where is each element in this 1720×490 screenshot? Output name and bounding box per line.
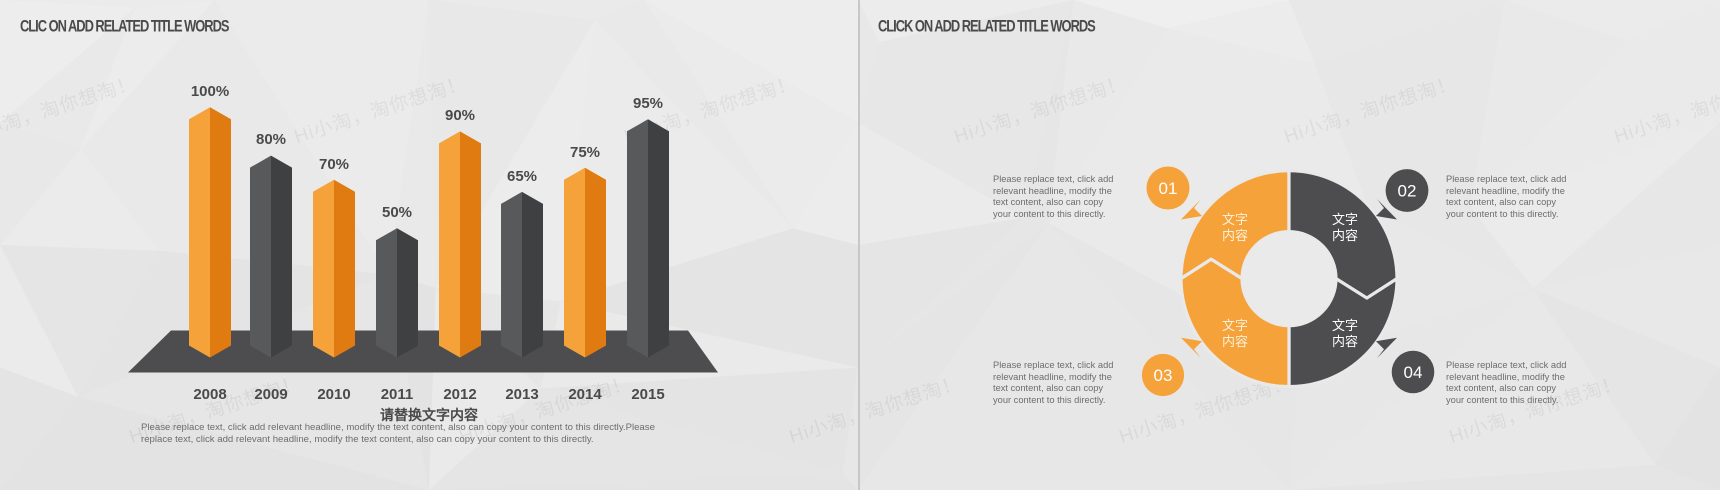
svg-text:03: 03 (1154, 366, 1173, 385)
svg-text:内容: 内容 (1332, 334, 1358, 349)
svg-text:2013: 2013 (505, 386, 538, 403)
svg-text:90%: 90% (445, 107, 475, 124)
svg-text:100%: 100% (191, 83, 229, 100)
svg-text:95%: 95% (633, 95, 663, 112)
svg-text:65%: 65% (507, 168, 537, 185)
svg-text:02: 02 (1398, 182, 1417, 201)
svg-text:2014: 2014 (568, 386, 602, 403)
svg-text:文字: 文字 (1222, 318, 1248, 333)
svg-text:75%: 75% (570, 144, 600, 161)
svg-text:2015: 2015 (631, 386, 664, 403)
svg-text:文字: 文字 (1332, 212, 1358, 227)
svg-text:内容: 内容 (1222, 228, 1248, 243)
svg-text:2012: 2012 (443, 386, 476, 403)
svg-text:50%: 50% (382, 204, 412, 221)
svg-text:2008: 2008 (193, 386, 226, 403)
svg-text:2011: 2011 (381, 386, 414, 403)
svg-text:文字: 文字 (1222, 212, 1248, 227)
svg-text:2009: 2009 (254, 386, 287, 403)
svg-text:01: 01 (1159, 179, 1178, 198)
svg-text:80%: 80% (256, 131, 286, 148)
svg-text:04: 04 (1404, 363, 1423, 382)
svg-text:70%: 70% (319, 156, 349, 173)
svg-text:内容: 内容 (1332, 228, 1358, 243)
svg-text:文字: 文字 (1332, 318, 1358, 333)
svg-text:2010: 2010 (317, 386, 350, 403)
svg-text:内容: 内容 (1222, 334, 1248, 349)
